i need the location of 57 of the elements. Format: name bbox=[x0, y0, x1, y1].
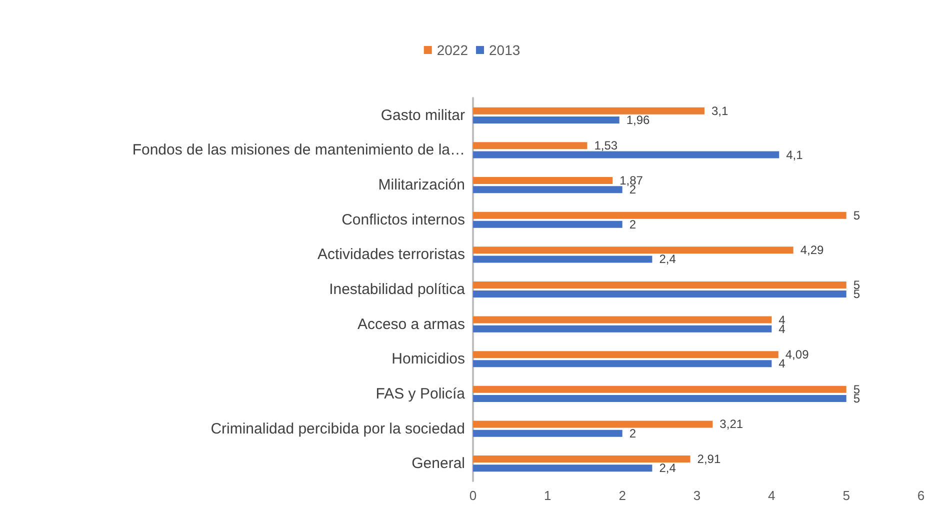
x-tick-label: 6 bbox=[917, 488, 925, 503]
legend-label: 2013 bbox=[489, 42, 520, 58]
y-tick-label: FAS y Policía bbox=[376, 385, 466, 402]
y-tick-label: Actividades terroristas bbox=[317, 246, 465, 264]
bar bbox=[473, 176, 613, 184]
x-tick-label: 1 bbox=[544, 488, 552, 503]
data-label: 4,1 bbox=[786, 148, 804, 162]
y-tick-label: Militarización bbox=[378, 176, 465, 194]
data-label: 2,91 bbox=[697, 452, 721, 466]
data-label: 2 bbox=[629, 426, 636, 440]
y-tick-label: Gasto militar bbox=[380, 106, 465, 124]
data-label: 4,09 bbox=[785, 348, 810, 362]
data-label: 4,29 bbox=[800, 243, 824, 258]
bar bbox=[473, 420, 713, 428]
bar bbox=[473, 186, 622, 194]
y-tick-label: Criminalidad percibida por la sociedad bbox=[210, 420, 465, 438]
bar bbox=[473, 281, 846, 288]
data-label: 2 bbox=[629, 217, 636, 232]
x-tick-label: 3 bbox=[693, 488, 701, 503]
bar bbox=[473, 386, 846, 393]
bar bbox=[473, 325, 772, 332]
data-label: 2,4 bbox=[659, 252, 676, 266]
bar bbox=[473, 212, 846, 219]
bar bbox=[473, 290, 846, 298]
bar bbox=[473, 464, 652, 472]
bar bbox=[473, 395, 846, 402]
bar bbox=[473, 107, 704, 114]
x-tick-label: 4 bbox=[768, 488, 776, 503]
y-tick-label: Inestabilidad política bbox=[329, 281, 466, 298]
bar bbox=[473, 256, 652, 263]
bar bbox=[473, 116, 620, 124]
bar bbox=[473, 351, 778, 358]
bar bbox=[473, 220, 622, 228]
y-tick-label: General bbox=[412, 455, 465, 472]
x-tick-label: 2 bbox=[618, 488, 626, 503]
bar bbox=[473, 360, 772, 368]
x-tick-label: 0 bbox=[469, 488, 477, 503]
data-label: 5 bbox=[853, 208, 860, 222]
data-label: 3,1 bbox=[711, 104, 728, 118]
bar bbox=[473, 151, 780, 158]
data-label: 1,87 bbox=[620, 173, 644, 188]
data-label: 1,53 bbox=[594, 138, 618, 153]
bar bbox=[473, 430, 622, 437]
bar bbox=[473, 246, 794, 254]
data-label: 2,4 bbox=[659, 461, 676, 476]
bar bbox=[473, 142, 588, 150]
bar bbox=[473, 456, 690, 463]
data-label: 3,21 bbox=[720, 417, 744, 432]
y-tick-label: Fondos de las misiones de mantenimiento de la… bbox=[132, 142, 465, 159]
x-tick-label: 5 bbox=[842, 488, 850, 503]
bar bbox=[473, 316, 772, 324]
y-tick-label: Conflictos internos bbox=[342, 211, 465, 228]
data-label: 4 bbox=[778, 356, 786, 371]
y-tick-label: Homicidios bbox=[392, 350, 465, 368]
legend-label: 2022 bbox=[436, 42, 468, 58]
y-tick-label: Acceso a armas bbox=[357, 316, 465, 333]
data-label: 1,96 bbox=[626, 112, 650, 127]
